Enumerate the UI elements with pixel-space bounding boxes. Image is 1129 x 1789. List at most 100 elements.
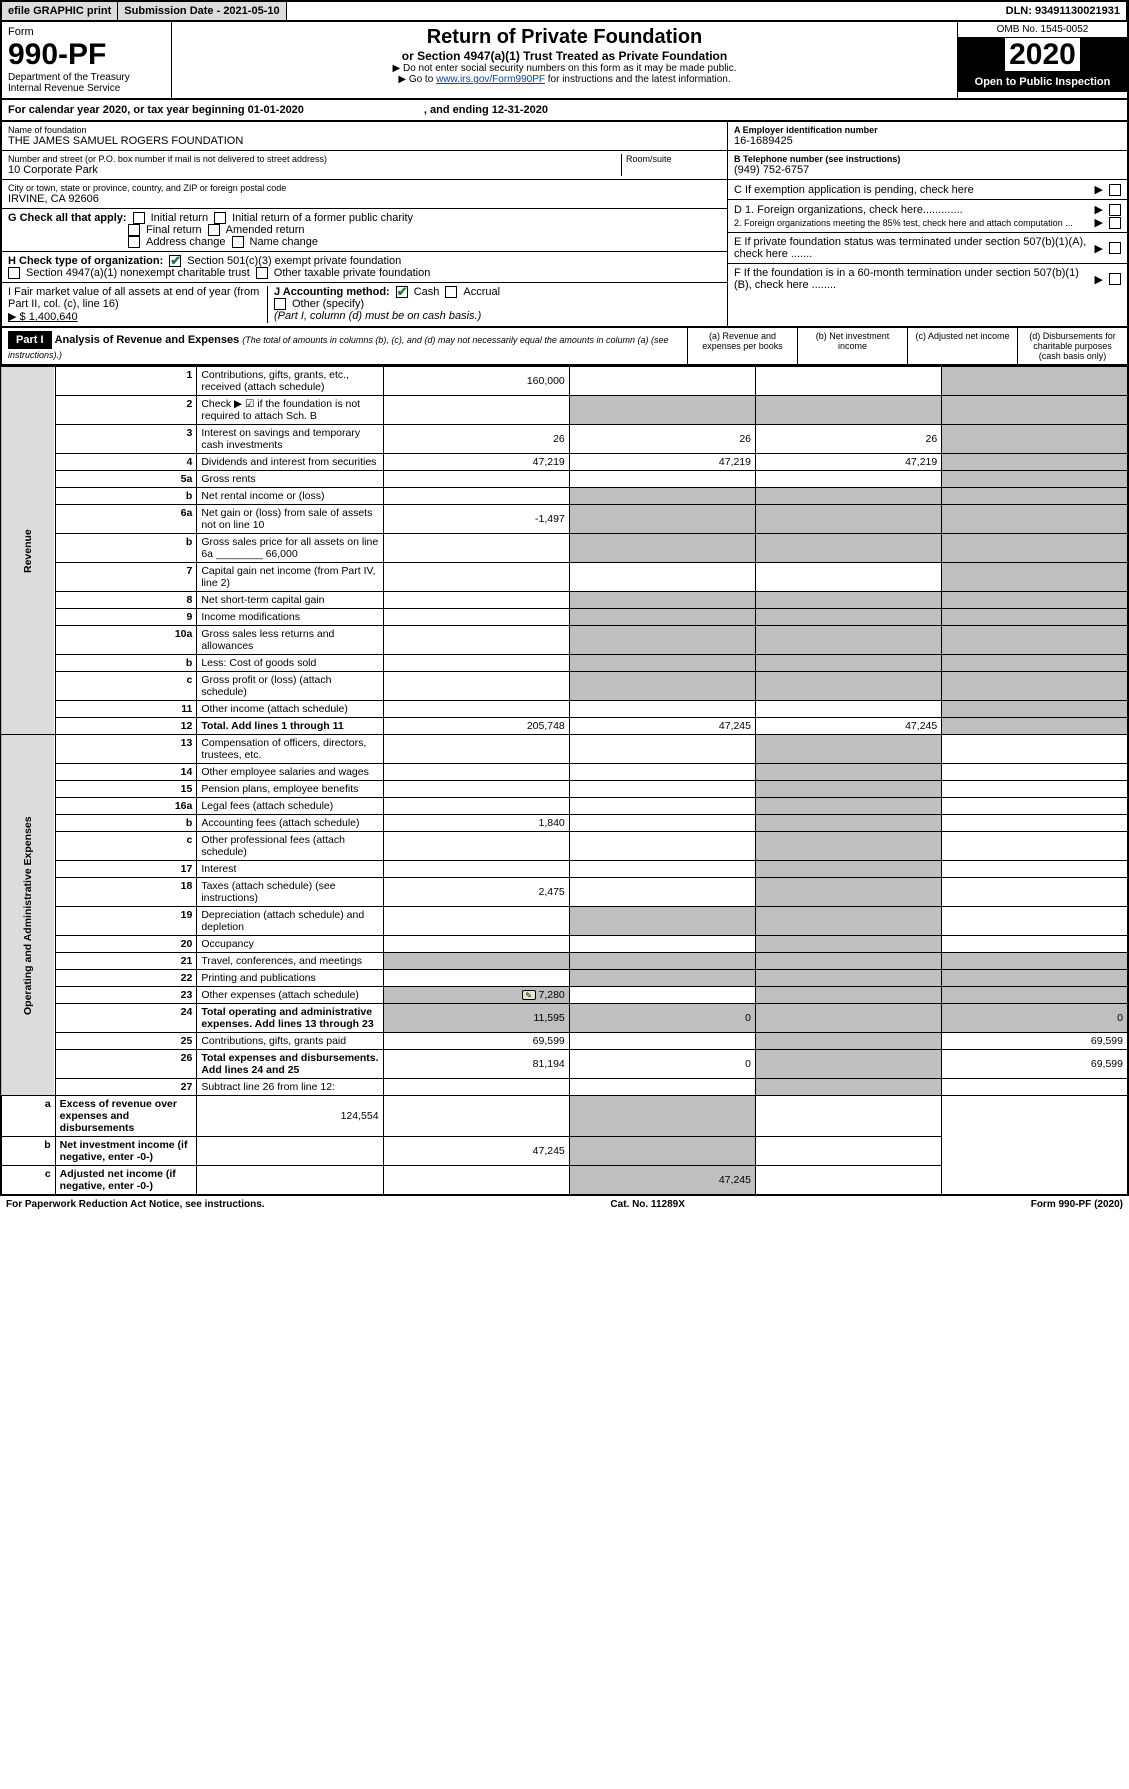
line-num: c [1,1166,55,1196]
chk-amended[interactable] [208,224,220,236]
page-footer: For Paperwork Reduction Act Notice, see … [0,1196,1129,1213]
line-num: 15 [55,781,197,798]
amt-cell [942,626,1128,655]
chk-c[interactable] [1109,184,1121,196]
amt-cell [756,1050,942,1079]
line-num: 1 [55,367,197,396]
chk-501c3[interactable] [169,255,181,267]
line-row: 19Depreciation (attach schedule) and dep… [1,907,1128,936]
line-row: cOther professional fees (attach schedul… [1,832,1128,861]
form-note2: ▶ Go to www.irs.gov/Form990PF for instru… [176,74,953,85]
chk-address[interactable] [128,236,140,248]
form-number: 990-PF [8,38,165,72]
line-desc: Other employee salaries and wages [197,764,383,781]
attachment-icon[interactable]: ✎ [522,990,536,1000]
amt-cell [569,1079,755,1096]
part1-label: Part I [8,331,52,349]
amt-cell [383,1166,569,1196]
amt-cell [942,592,1128,609]
amt-cell [942,367,1128,396]
chk-f[interactable] [1109,273,1121,285]
form-title: Return of Private Foundation [176,26,953,49]
line-num: 9 [55,609,197,626]
irs-link[interactable]: www.irs.gov/Form990PF [436,74,545,85]
info-block: Name of foundation THE JAMES SAMUEL ROGE… [0,122,1129,328]
amt-cell [942,832,1128,861]
line-desc: Other professional fees (attach schedule… [197,832,383,861]
amt-cell [756,798,942,815]
amt-cell: 0 [569,1004,755,1033]
chk-other-acct[interactable] [274,298,286,310]
chk-4947[interactable] [8,267,20,279]
amt-cell [942,655,1128,672]
city-value: IRVINE, CA 92606 [8,193,721,205]
chk-other-taxable[interactable] [256,267,268,279]
line-num: 3 [55,425,197,454]
chk-d2[interactable] [1109,217,1121,229]
line-desc: Other expenses (attach schedule) [197,987,383,1004]
amt-cell [383,672,569,701]
form-subtitle: or Section 4947(a)(1) Trust Treated as P… [176,49,953,63]
chk-accrual[interactable] [445,286,457,298]
chk-e[interactable] [1109,242,1121,254]
amt-cell [756,396,942,425]
address-label: Number and street (or P.O. box number if… [8,154,621,164]
line-row: cAdjusted net income (if negative, enter… [1,1166,1128,1196]
foundation-name-label: Name of foundation [8,125,721,135]
line-num: b [55,534,197,563]
line-desc: Adjusted net income (if negative, enter … [55,1166,197,1196]
amt-cell: 26 [569,425,755,454]
amt-cell [942,471,1128,488]
line-desc: Income modifications [197,609,383,626]
dept-treasury: Department of the Treasury [8,72,165,83]
line-row: 14Other employee salaries and wages [1,764,1128,781]
j-note: (Part I, column (d) must be on cash basi… [274,310,721,322]
amt-cell [197,1137,383,1166]
line-row: 25Contributions, gifts, grants paid69,59… [1,1033,1128,1050]
line-row: 4Dividends and interest from securities4… [1,454,1128,471]
chk-name[interactable] [232,236,244,248]
line-row: bAccounting fees (attach schedule)1,840 [1,815,1128,832]
dln-label: DLN: 93491130021931 [1000,2,1127,20]
amt-cell [942,672,1128,701]
line-row: 2Check ▶ ☑ if the foundation is not requ… [1,396,1128,425]
line-num: 25 [55,1033,197,1050]
footer-right: Form 990-PF (2020) [1031,1199,1123,1210]
line-num: c [55,832,197,861]
amt-cell [569,798,755,815]
chk-initial[interactable] [133,212,145,224]
amt-cell [383,471,569,488]
amt-cell: 11,595 [383,1004,569,1033]
line-desc: Interest [197,861,383,878]
amt-cell [756,534,942,563]
line-num: b [55,655,197,672]
amt-cell: 47,219 [383,454,569,471]
irs-label: Internal Revenue Service [8,83,165,94]
chk-d1[interactable] [1109,204,1121,216]
amt-cell [383,609,569,626]
address: 10 Corporate Park [8,164,621,176]
line-row: 11Other income (attach schedule) [1,701,1128,718]
amt-cell: 47,245 [569,718,755,735]
amt-cell [756,764,942,781]
city-label: City or town, state or province, country… [8,183,721,193]
line-desc: Travel, conferences, and meetings [197,953,383,970]
line-desc: Gross rents [197,471,383,488]
chk-final[interactable] [128,224,140,236]
col-b-head: (b) Net investment income [797,328,907,364]
chk-initial-public[interactable] [214,212,226,224]
amt-cell: 69,599 [383,1033,569,1050]
amt-cell [569,764,755,781]
line-num: 14 [55,764,197,781]
amt-cell [756,1004,942,1033]
amt-cell [569,735,755,764]
amt-cell [756,781,942,798]
chk-cash[interactable] [396,286,408,298]
line-row: 3Interest on savings and temporary cash … [1,425,1128,454]
amt-cell [569,563,755,592]
foundation-name: THE JAMES SAMUEL ROGERS FOUNDATION [8,135,721,147]
amt-cell [383,701,569,718]
line-row: 26Total expenses and disbursements. Add … [1,1050,1128,1079]
line-row: 21Travel, conferences, and meetings [1,953,1128,970]
ein-value: 16-1689425 [734,135,1121,147]
